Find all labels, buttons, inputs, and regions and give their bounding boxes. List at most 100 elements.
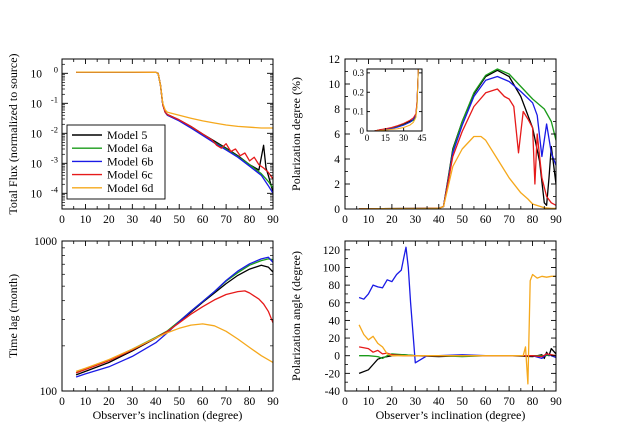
y-tick-label: 10 [329, 79, 341, 91]
x-tick-label: 70 [503, 214, 515, 226]
series-line-model-6d [358, 273, 556, 385]
plot-area-polang [345, 241, 556, 391]
y-tick-exponent: -4 [51, 184, 59, 194]
y-tick-label: 10 [31, 128, 43, 140]
x-tick-label: 90 [267, 214, 279, 226]
x-tick-label: 20 [386, 396, 398, 408]
series-line-model-6d [75, 323, 273, 373]
x-tick-label: 60 [197, 396, 209, 408]
y-tick-exponent: -2 [51, 124, 58, 134]
x-tick-label: 15 [381, 133, 391, 143]
y-tick-label: 6 [334, 129, 340, 141]
panel-frame-flux [61, 58, 274, 210]
series-line-model-5 [75, 264, 273, 376]
y-tick-label: 4 [334, 154, 340, 166]
y-tick-exponent: -3 [51, 154, 58, 164]
x-tick-label: 90 [550, 214, 562, 226]
inset-frame [366, 68, 423, 132]
x-axis-label: Observer’s inclination (degree) [376, 408, 526, 422]
y-axis-label: Polarization angle (degree) [289, 251, 303, 381]
x-tick-label: 0 [59, 214, 65, 226]
x-tick-label: 50 [456, 396, 468, 408]
x-tick-label: 50 [173, 214, 185, 226]
y-tick-base: 10 [31, 158, 43, 170]
legend-label: Model 6a [107, 141, 153, 155]
x-tick-label: 0 [365, 133, 370, 143]
x-tick-label: 80 [527, 214, 539, 226]
y-tick-label: 100 [323, 262, 341, 274]
x-tick-label: 0 [342, 396, 348, 408]
legend-label: Model 5 [107, 128, 147, 142]
x-tick-label: 70 [503, 396, 515, 408]
x-tick-label: 40 [150, 214, 162, 226]
series-line-model-6d [76, 71, 273, 129]
x-tick-label: 50 [173, 396, 185, 408]
y-axis-label: Polarization degree (%) [289, 77, 303, 191]
y-tick-label: 12 [329, 54, 341, 66]
y-tick-label: 10 [31, 68, 43, 80]
y-tick-base: 10 [31, 128, 43, 140]
y-tick-label: 0 [334, 204, 340, 216]
x-tick-label: 90 [267, 396, 279, 408]
y-tick-label: 0.1 [353, 107, 364, 117]
y-tick-label: 0 [360, 126, 365, 136]
x-tick-label: 10 [80, 396, 92, 408]
legend-label: Model 6b [107, 154, 153, 168]
y-tick-base: 10 [31, 188, 43, 200]
y-tick-label: 10 [31, 98, 43, 110]
series-line-model-6d [374, 69, 419, 131]
y-tick-label: 100 [40, 386, 58, 398]
x-tick-label: 40 [433, 214, 445, 226]
y-tick-base: 10 [31, 68, 43, 80]
x-tick-label: 30 [127, 396, 139, 408]
y-tick-label: 0 [334, 351, 340, 363]
series-line-model-6c [75, 290, 273, 374]
x-tick-label: 50 [456, 214, 468, 226]
x-tick-label: 60 [480, 396, 492, 408]
y-tick-label: 80 [329, 280, 341, 292]
y-tick-exponent: 0 [54, 64, 58, 74]
x-tick-label: 0 [59, 396, 65, 408]
series-line-model-6d [359, 135, 556, 209]
x-axis-label: Observer’s inclination (degree) [93, 408, 243, 422]
y-tick-label: 10 [31, 158, 43, 170]
panel-frame-poldeg [344, 58, 557, 210]
y-tick-label: 120 [323, 245, 341, 257]
x-tick-label: 70 [220, 214, 232, 226]
x-tick-label: 80 [244, 396, 256, 408]
x-tick-label: 40 [433, 396, 445, 408]
x-tick-label: 20 [103, 214, 115, 226]
y-tick-label: 60 [329, 298, 341, 310]
y-tick-label: 10 [31, 188, 43, 200]
y-tick-label: 0.3 [353, 68, 365, 78]
x-tick-label: 60 [480, 214, 492, 226]
x-tick-label: 10 [363, 396, 375, 408]
y-tick-exponent: -1 [51, 94, 58, 104]
plot-area-timelag [62, 241, 273, 391]
x-tick-label: 70 [220, 396, 232, 408]
series-line-model-6b [75, 256, 273, 378]
y-tick-label: 2 [334, 179, 340, 191]
y-tick-label: -20 [325, 368, 341, 380]
x-tick-label: 10 [363, 214, 375, 226]
x-tick-label: 80 [244, 214, 256, 226]
panel-frame-timelag [61, 240, 274, 392]
y-axis-label: Time lag (month) [6, 274, 20, 358]
x-tick-label: 0 [342, 214, 348, 226]
x-tick-label: 40 [150, 396, 162, 408]
x-tick-label: 30 [399, 133, 409, 143]
x-tick-label: 80 [527, 396, 539, 408]
x-tick-label: 90 [550, 396, 562, 408]
y-tick-label: 20 [329, 333, 341, 345]
legend-label: Model 6d [107, 181, 153, 195]
y-tick-base: 10 [31, 98, 43, 110]
y-tick-label: 40 [329, 315, 341, 327]
legend-label: Model 6c [107, 168, 153, 182]
y-tick-label: -40 [325, 386, 341, 398]
x-tick-label: 45 [418, 133, 428, 143]
x-tick-label: 20 [386, 214, 398, 226]
x-tick-label: 60 [197, 214, 209, 226]
series-line-model-6c [359, 88, 556, 209]
